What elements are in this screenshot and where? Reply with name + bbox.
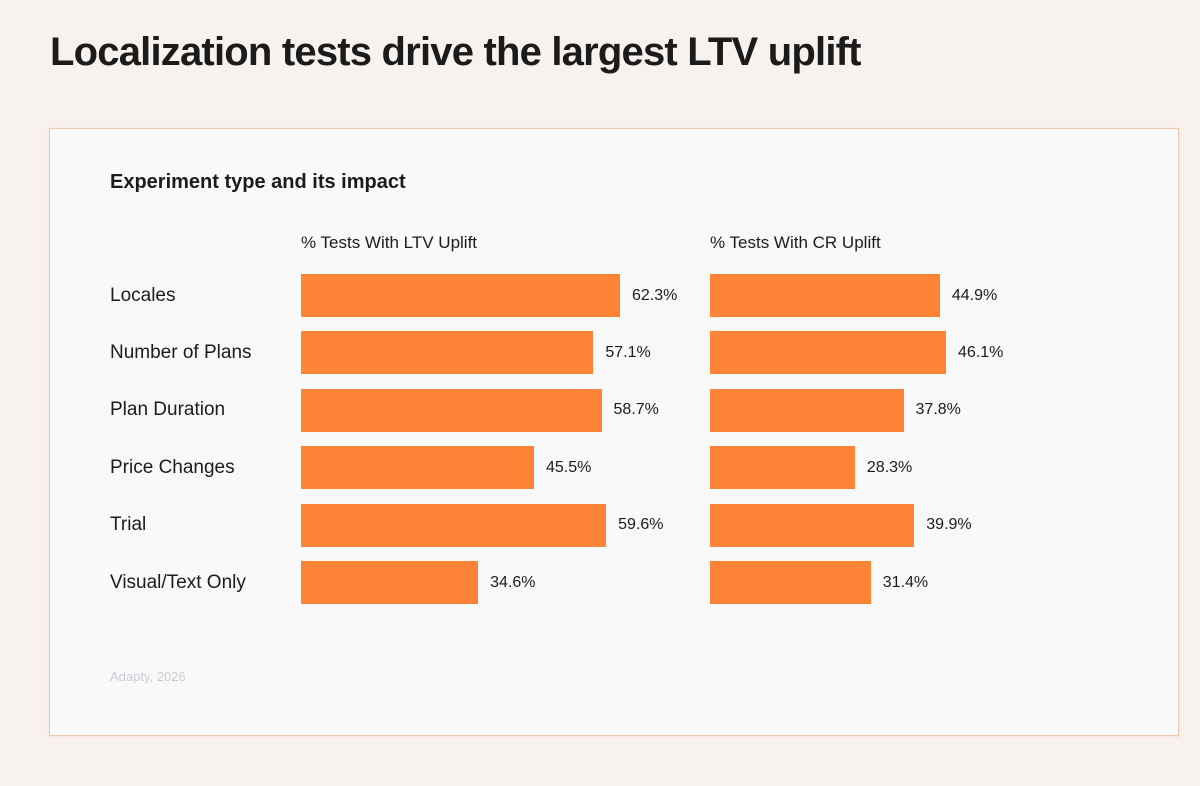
value-label-cr: 46.1% — [958, 343, 1004, 361]
bar-ltv — [301, 561, 479, 604]
value-label-cr: 39.9% — [926, 516, 972, 534]
category-label: Plan Duration — [110, 399, 226, 421]
column-header-ltv: % Tests With LTV Uplift — [301, 233, 478, 252]
category-label: Visual/Text Only — [110, 571, 246, 593]
value-label-cr: 37.8% — [915, 401, 961, 419]
bar-cr — [710, 503, 915, 547]
category-label: Price Changes — [110, 456, 235, 478]
bar-cr — [710, 446, 855, 490]
category-label: Number of Plans — [110, 341, 252, 363]
bar-ltv — [301, 274, 620, 317]
chart-title: Experiment type and its impact — [110, 171, 406, 193]
value-label-cr: 44.9% — [951, 286, 998, 304]
bar-cr — [710, 274, 940, 317]
page-title: Localization tests drive the largest LTV… — [50, 30, 861, 74]
category-label: Locales — [110, 284, 176, 306]
bar-cr — [710, 388, 904, 432]
bar-cr — [710, 561, 871, 604]
value-label-cr: 28.3% — [866, 458, 913, 476]
value-label-ltv: 59.6% — [618, 516, 664, 534]
value-label-ltv: 62.3% — [631, 286, 678, 304]
value-label-ltv: 34.6% — [490, 573, 536, 591]
bar-ltv — [301, 388, 602, 432]
value-label-ltv: 45.5% — [545, 458, 592, 476]
value-label-ltv: 58.7% — [613, 401, 659, 419]
bar-ltv — [301, 446, 534, 490]
value-label-cr: 31.4% — [882, 573, 929, 591]
source-note: Adapty, 2026 — [110, 669, 186, 684]
category-label: Trial — [110, 514, 147, 536]
bar-ltv — [301, 331, 594, 375]
bar-cr — [710, 331, 947, 375]
bar-ltv — [301, 503, 607, 547]
column-header-cr: % Tests With CR Uplift — [710, 233, 881, 252]
value-label-ltv: 57.1% — [605, 343, 651, 361]
chart-card: Experiment type and its impact % Tests W… — [49, 128, 1179, 736]
